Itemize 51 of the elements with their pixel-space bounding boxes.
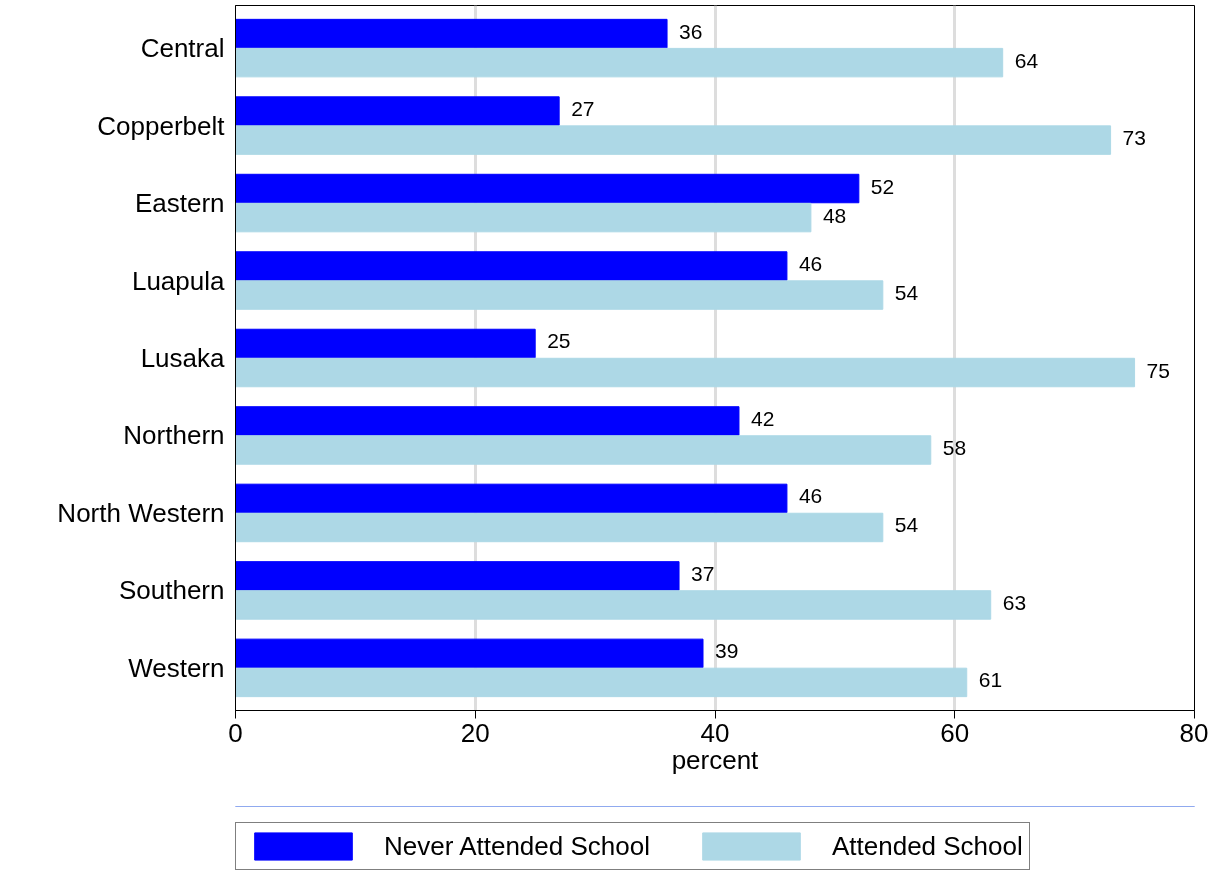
bar [235,590,992,620]
bar [235,125,1112,155]
bar [235,280,884,310]
data-label: 25 [547,329,571,353]
y-tick-label: Northern [123,420,225,451]
y-tick-label: Copperbelt [97,110,226,141]
data-label: 48 [822,203,847,227]
y-tick-label: Luapula [131,265,226,296]
y-tick-label: Western [128,652,225,683]
data-label: 54 [894,513,919,537]
data-label: 36 [679,19,703,43]
data-label: 64 [1014,48,1039,72]
y-tick-label: Eastern [134,188,225,219]
bar [235,173,860,204]
x-tick-label: 0 [228,717,243,748]
x-tick-label: 80 [1179,717,1209,748]
data-label: 37 [691,561,715,585]
y-tick-label: Lusaka [140,343,226,373]
bar [235,96,560,126]
data-label: 27 [571,97,595,121]
bar [235,435,932,465]
legend-label: Never Attended School [384,830,650,862]
bar [235,18,668,49]
data-label: 39 [715,639,739,663]
y-tick-label: Central [140,33,225,64]
data-label: 46 [798,484,823,508]
bar [235,483,788,514]
legend-label: Attended School [831,830,1023,862]
data-label: 46 [798,252,823,275]
bar [235,47,1004,78]
data-label: 75 [1146,358,1170,382]
x-tick-label: 60 [940,717,970,748]
bar [235,638,704,669]
bar [235,202,812,233]
data-label: 58 [942,436,967,459]
data-label: 54 [894,281,919,305]
y-tick-label: North Western [57,497,225,528]
data-label: 42 [750,406,775,430]
bar [235,251,788,281]
data-label: 52 [870,174,895,198]
y-tick-label: Southern [118,575,225,606]
bar [235,667,968,698]
bar [235,406,740,436]
bar [235,512,884,543]
data-label: 63 [1002,590,1027,614]
data-label: 73 [1122,126,1146,150]
bar [235,328,536,359]
x-tick-label: 20 [460,717,490,748]
bar [235,357,1136,388]
bar [235,561,680,591]
data-label: 61 [978,668,1003,692]
